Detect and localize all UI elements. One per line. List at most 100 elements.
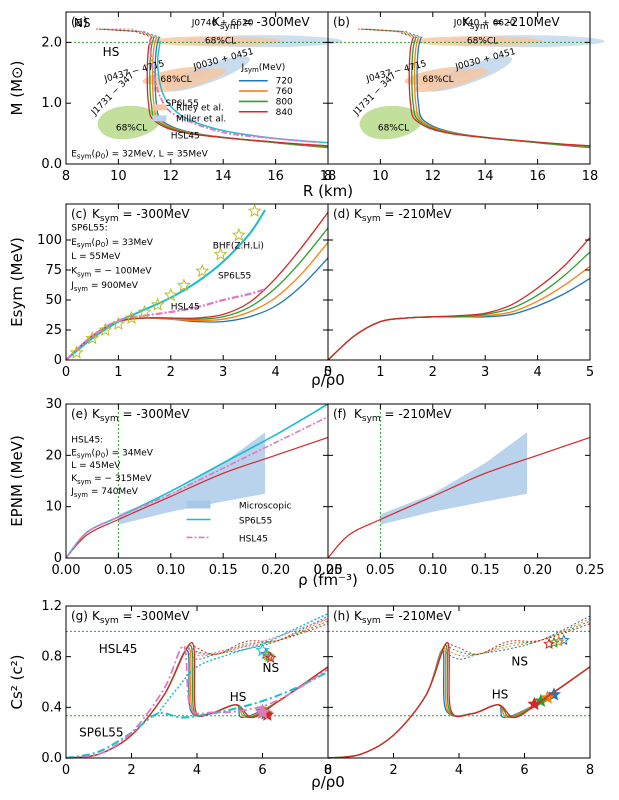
x-tick-label: 8: [324, 169, 332, 184]
mr-ns-hsl45: [105, 28, 153, 36]
nicer-cl-label-2: 68%CL: [422, 75, 453, 85]
x-tick-label: 0: [324, 763, 332, 778]
y-tick-label: 50: [45, 293, 62, 308]
sp6l55-param-ksym: Ksym = − 100MeV: [71, 267, 152, 279]
x-tick-label: 0.10: [418, 563, 447, 578]
bhf-star: [137, 304, 152, 318]
x-tick-label: 18: [582, 169, 599, 184]
cs2-hs-curve: [65, 647, 329, 759]
cs2-ns-label: NS: [511, 655, 528, 669]
riley-swatch: [152, 104, 167, 111]
nicer-region-j1731: [359, 105, 423, 140]
cs2-hs-label: HS: [492, 687, 509, 701]
panel-label: (h): [333, 609, 350, 623]
ksym-label: Ksym = -300MeV: [92, 207, 190, 224]
hsl45-param-esym: Esym(ρ0) = 34MeV: [71, 448, 154, 459]
nicer-cl-label: 68%CL: [467, 37, 498, 47]
esym-curve-760: [327, 265, 591, 361]
y-tick-label: 10: [45, 500, 62, 515]
cs2-ns-curve: [442, 615, 591, 660]
ns-label: NS: [74, 16, 91, 30]
ksym-label: Ksym = -210MeV: [354, 609, 452, 626]
y-tick-label: 1.2: [41, 599, 62, 614]
ksym-label: Ksym = -210MeV: [354, 207, 452, 224]
bhf-star: [98, 322, 113, 336]
y-tick-label: 1.0: [41, 96, 62, 111]
cs2-ns-curve: [188, 618, 329, 657]
hs-label: HS: [103, 45, 120, 59]
bhf-star: [111, 316, 126, 330]
miller-swatch: [152, 115, 167, 122]
x-axis-label-c: ρ/ρ0: [311, 371, 345, 389]
nicer-cl-label-3: 68%CL: [116, 124, 147, 134]
mr-ns-branch-840: [96, 28, 153, 38]
epnm-curve-jsym: [65, 436, 329, 559]
x-tick-label: 5: [586, 365, 594, 380]
x-tick-label: 8: [324, 763, 332, 778]
x-tick-label: 0.05: [104, 563, 133, 578]
bhf-star: [163, 287, 178, 302]
mr-ns-branch-800: [98, 28, 156, 38]
epnm-frame: [327, 403, 591, 559]
x-tick-label: 3: [219, 365, 227, 380]
jsym-legend-label: 720: [276, 77, 293, 87]
ksym-label: Ksym = -300MeV: [212, 15, 310, 32]
cs2-ns-label: NS: [263, 661, 280, 675]
mr-frame: [327, 11, 591, 165]
x-tick-label: 8: [62, 169, 70, 184]
nicer-ellipse-j0740-riley: [150, 36, 281, 47]
sp6l55-param-esym: Esym(ρ0) = 33MeV: [71, 238, 154, 249]
riley-label: Riley et al.: [176, 103, 224, 113]
sp6l55-param-l: L = 55MeV: [71, 252, 121, 262]
legend-hsl-label: HSL45: [239, 534, 268, 544]
esym-curve-840: [327, 237, 591, 361]
mr-ns-branch-800: [360, 28, 418, 38]
hsl45-params-title: HSL45:: [71, 436, 103, 446]
x-tick-label: 6: [520, 763, 528, 778]
x-tick-label: 0: [324, 365, 332, 380]
esym-frame: [327, 203, 591, 361]
y-axis-label-a: M (M⊙): [8, 61, 26, 116]
bhf-star: [150, 297, 165, 311]
jsym-legend-header: Jsym(MeV): [241, 63, 286, 74]
x-tick-label: 4: [533, 365, 541, 380]
ksym-label: Ksym = -300MeV: [92, 407, 190, 424]
nicer-ellipse-j0030-riley: [414, 68, 488, 93]
y-tick-label: 0: [54, 353, 62, 368]
x-tick-label: 2: [389, 763, 397, 778]
cs2-label-sp6l55: SP6L55: [79, 725, 123, 739]
cs2-curve-hsl45: [65, 645, 329, 759]
esym-curve-720: [327, 277, 591, 361]
panel-label: (d): [333, 207, 350, 221]
x-tick-label: 2: [167, 365, 175, 380]
mr-curve-hsl45: [148, 39, 315, 143]
legend-sp-label: SP6L55: [239, 517, 272, 527]
x-tick-label: 0.10: [156, 563, 185, 578]
esym-label-sp6l55: SP6L55: [218, 271, 251, 281]
nicer-label-j0740: J0740 + 6620: [453, 18, 516, 28]
panel-label: (e): [71, 407, 88, 421]
bhf-star: [231, 227, 246, 242]
x-axis-label-a: R (km): [303, 182, 353, 200]
cs2-hs-curve: [65, 642, 329, 759]
cs2-ns-curve: [444, 618, 591, 657]
y-axis-label-e: EPNM (MeV): [8, 435, 26, 527]
bhf-star: [247, 203, 262, 218]
hs-star-hsl45: [254, 704, 271, 720]
mr-curve-840: [146, 37, 329, 147]
cs2-label-hsl45: HSL45: [99, 642, 138, 656]
nicer-ellipse-j0030-riley: [152, 68, 226, 93]
nicer-cl-label: 68%CL: [205, 37, 236, 47]
ns-star: [264, 651, 277, 664]
x-tick-label: 0.25: [314, 563, 343, 578]
x-tick-label: 0.20: [261, 563, 290, 578]
x-tick-label: 0.15: [209, 563, 238, 578]
ksym-label: Ksym = -210MeV: [354, 407, 452, 424]
x-tick-label: 12: [425, 169, 442, 184]
ns-star-sp6l55: [255, 643, 270, 657]
panel-label: (f): [333, 407, 347, 421]
sp6l55-param-jsym: Jsym = 900MeV: [70, 281, 138, 293]
panel-label: (c): [71, 207, 87, 221]
ns-star: [543, 637, 556, 650]
